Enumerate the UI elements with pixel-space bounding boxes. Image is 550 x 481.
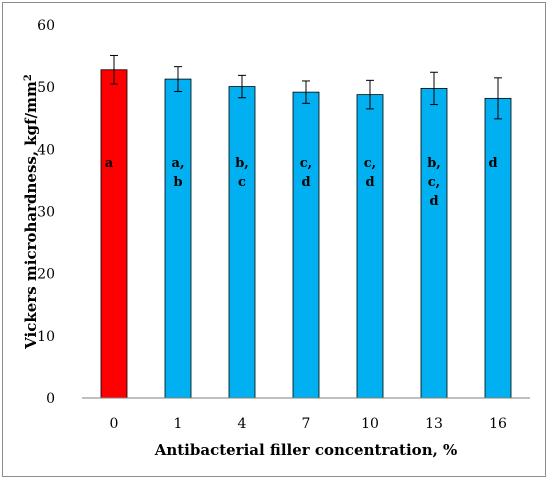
y-tick-label: 10 <box>37 329 55 345</box>
significance-group-label: a, <box>172 156 185 171</box>
significance-group-label: d <box>301 175 310 190</box>
x-tick-label: 1 <box>174 416 183 432</box>
significance-group-label: b, <box>427 156 441 171</box>
x-tick-label: 0 <box>110 416 119 432</box>
x-tick-label: 13 <box>425 416 443 432</box>
significance-group-label: c, <box>428 175 440 190</box>
y-axis-title: Vickers microhardness, kgf/mm2 <box>22 74 40 350</box>
y-tick-label: 50 <box>37 80 55 96</box>
bar-10 <box>356 94 384 399</box>
y-tick-label: 20 <box>37 267 55 283</box>
y-axis-ticks: 0 10 20 30 40 50 60 <box>37 18 55 407</box>
bar-1 <box>164 78 192 399</box>
bar-0 <box>100 69 128 399</box>
significance-group-label: a <box>105 156 114 171</box>
significance-group-label: d <box>429 194 438 209</box>
bar-7 <box>292 91 320 399</box>
bar-16 <box>484 97 512 399</box>
y-tick-label: 30 <box>37 205 55 221</box>
significance-group-label: d <box>488 156 497 171</box>
bar-13 <box>420 88 448 399</box>
significance-group-label: c, <box>364 156 376 171</box>
y-tick-label: 60 <box>37 18 55 34</box>
x-tick-label: 7 <box>302 416 311 432</box>
bar-4 <box>228 86 256 399</box>
bars: a a, b b, c c, d c, d b, c, d d <box>100 54 512 399</box>
x-axis-title: Antibacterial filler concentration, % <box>154 441 458 459</box>
y-axis-title-superscript: 2 <box>23 74 34 81</box>
significance-group-label: c <box>238 175 246 190</box>
significance-group-label: c, <box>300 156 312 171</box>
significance-group-label: b, <box>235 156 249 171</box>
x-tick-label: 10 <box>361 416 379 432</box>
y-tick-label: 0 <box>46 391 55 407</box>
significance-group-label: d <box>365 175 374 190</box>
y-axis-title-main: Vickers microhardness, kgf/mm <box>22 81 40 350</box>
x-tick-label: 16 <box>489 416 507 432</box>
x-axis-ticks: 0 1 4 7 10 13 16 <box>110 416 507 432</box>
y-tick-label: 40 <box>37 142 55 158</box>
x-tick-label: 4 <box>238 416 247 432</box>
significance-group-label: b <box>173 175 182 190</box>
